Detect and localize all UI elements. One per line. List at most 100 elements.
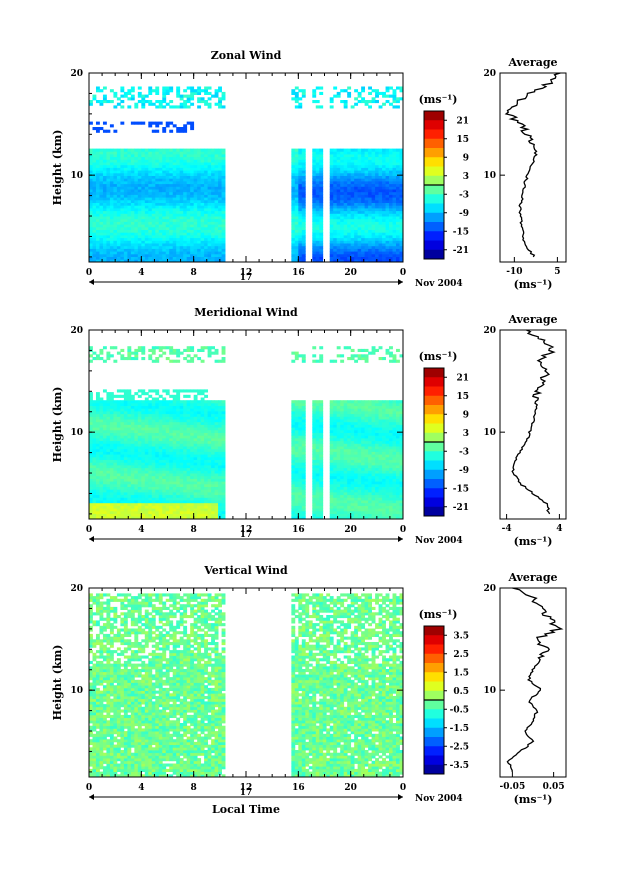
heatmap-cell	[336, 259, 341, 262]
heatmap-cell	[347, 183, 352, 187]
heatmap-cell	[294, 172, 299, 176]
heatmap-cell	[329, 154, 334, 158]
heatmap-cell	[172, 210, 177, 214]
heatmap-cell	[89, 346, 93, 350]
heatmap-cell	[319, 218, 324, 222]
heatmap-cell	[165, 421, 170, 425]
heatmap-cell	[127, 392, 132, 396]
heatmap-cell	[113, 213, 118, 217]
heatmap-cell	[193, 470, 198, 474]
heatmap-cell	[109, 175, 114, 179]
heatmap-cell	[123, 224, 128, 228]
heatmap-cell	[151, 408, 156, 412]
heatmap-cell	[127, 221, 132, 225]
heatmap-cell	[392, 175, 397, 179]
heatmap-cell	[123, 208, 128, 212]
heatmap-cell	[319, 208, 324, 212]
heatmap-cell	[375, 243, 379, 247]
heatmap-cell	[92, 235, 97, 239]
colorbar-tick-label: 15	[456, 135, 469, 145]
heatmap-cell	[312, 235, 317, 239]
heatmap-cell	[106, 218, 111, 222]
heatmap-cell	[186, 408, 191, 412]
heatmap-cell	[169, 510, 174, 514]
heatmap-cell	[197, 454, 202, 458]
heatmap-cell	[113, 221, 118, 225]
heatmap-cell	[109, 170, 114, 174]
heatmap-cell	[336, 148, 341, 152]
heatmap-cell	[392, 89, 397, 93]
heatmap-cell	[218, 189, 222, 193]
heatmap-cell	[197, 456, 202, 460]
heatmap-cell	[165, 508, 170, 512]
heatmap-cell	[116, 513, 121, 517]
heatmap-cell	[364, 213, 369, 217]
heatmap-cell	[169, 419, 174, 423]
heatmap-cell	[207, 86, 212, 90]
heatmap-cell	[102, 202, 107, 206]
heatmap-cell	[155, 411, 160, 415]
heatmap-cell	[120, 235, 125, 239]
heatmap-cell	[137, 483, 142, 487]
heatmap-cell	[340, 208, 345, 212]
heatmap-cell	[169, 259, 174, 262]
heatmap-cell	[99, 456, 104, 460]
heatmap-cell	[137, 232, 142, 236]
heatmap-cell	[375, 205, 379, 209]
heatmap-cell	[207, 175, 212, 179]
heatmap-cell	[144, 232, 149, 236]
heatmap-cell	[89, 164, 93, 168]
heatmap-cell	[123, 475, 128, 479]
heatmap-cell	[120, 175, 125, 179]
heatmap-cell	[120, 202, 125, 206]
heatmap-cell	[172, 443, 177, 447]
heatmap-cell	[371, 100, 376, 104]
heatmap-cell	[336, 210, 341, 214]
heatmap-cell	[392, 226, 397, 230]
heatmap-cell	[144, 156, 149, 160]
heatmap-cell	[120, 435, 125, 439]
heatmap-cell	[95, 473, 100, 477]
heatmap-cell	[92, 167, 97, 171]
heatmap-cell	[179, 492, 184, 496]
heatmap-cell	[158, 435, 163, 439]
heatmap-cell	[193, 218, 198, 222]
heatmap-cell	[120, 389, 125, 393]
heatmap-cell	[134, 240, 139, 244]
heatmap-cell	[183, 94, 188, 98]
heatmap-cell	[172, 183, 177, 187]
heatmap-cell	[399, 156, 403, 160]
heatmap-cell	[211, 218, 215, 222]
heatmap-cell	[141, 456, 146, 460]
heatmap-cell	[343, 259, 348, 262]
heatmap-cell	[134, 492, 139, 496]
heatmap-cell	[155, 416, 160, 420]
heatmap-cell	[89, 478, 93, 482]
heatmap-cell	[109, 213, 114, 217]
heatmap-cell	[396, 210, 400, 214]
heatmap-cell	[99, 459, 104, 463]
heatmap-cell	[127, 248, 132, 252]
heatmap-cell	[200, 213, 205, 217]
heatmap-cell	[172, 226, 177, 230]
heatmap-cell	[162, 154, 167, 158]
heatmap-cell	[141, 210, 146, 214]
heatmap-cell	[193, 178, 198, 182]
heatmap-cell	[141, 221, 146, 225]
heatmap-cell	[389, 253, 393, 257]
panel-title: Zonal Wind	[211, 49, 282, 62]
heatmap-cell	[95, 405, 100, 409]
heatmap-cell	[291, 251, 296, 255]
heatmap-cell	[165, 186, 170, 190]
heatmap-cell	[162, 443, 167, 447]
heatmap-cell	[134, 438, 139, 442]
colorbar-tick-label: -9	[459, 209, 469, 219]
heatmap-cell	[340, 162, 345, 166]
heatmap-cell	[92, 221, 97, 225]
heatmap-cell	[200, 208, 205, 212]
heatmap-cell	[183, 400, 188, 404]
heatmap-cell	[354, 224, 359, 228]
heatmap-cell	[294, 259, 299, 262]
heatmap-cell	[368, 189, 372, 193]
heatmap-cell	[172, 419, 177, 423]
